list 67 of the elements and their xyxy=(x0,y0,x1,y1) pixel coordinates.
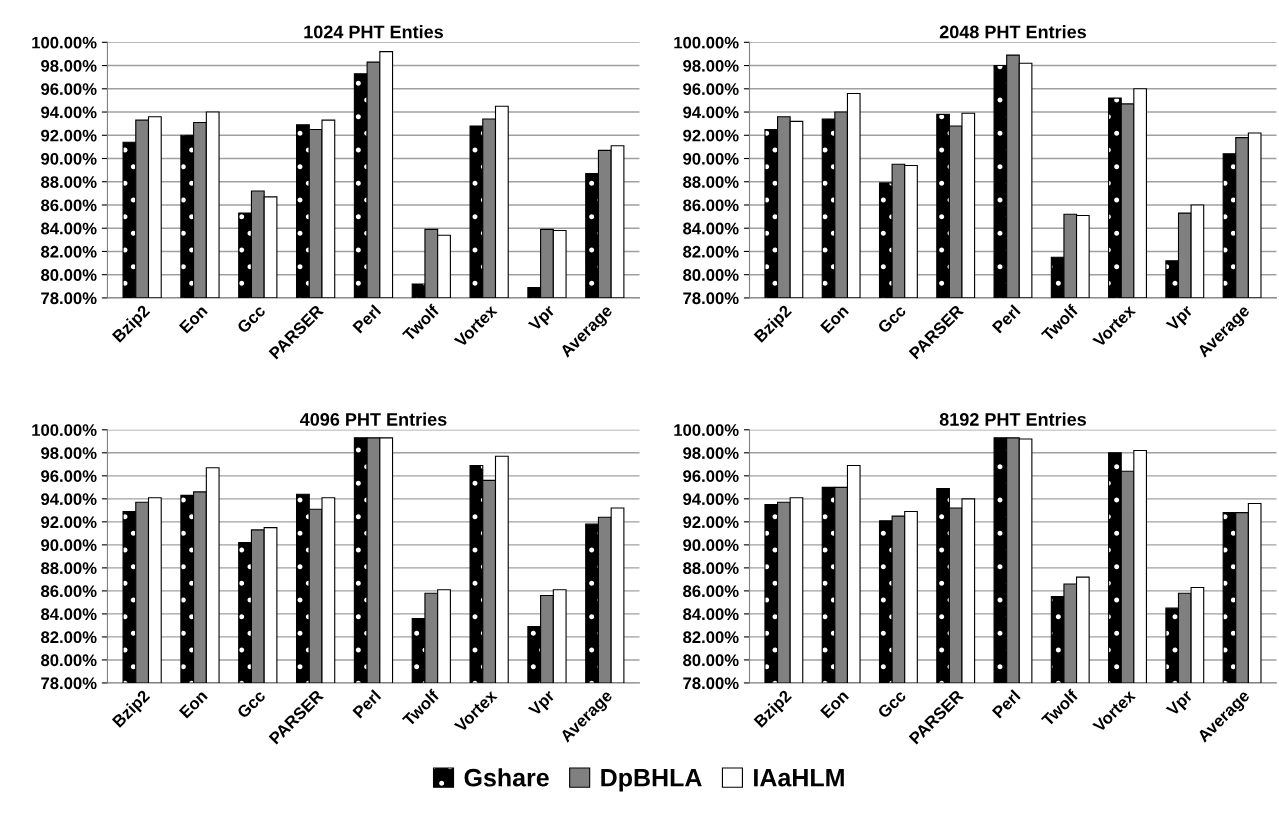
y-tick-label: 80.00% xyxy=(683,654,739,667)
y-tick-label: 84.00% xyxy=(683,222,739,235)
y-tick-label: 78.00% xyxy=(41,292,97,305)
y-tick-label: 94.00% xyxy=(683,106,739,119)
y-tick-label: 84.00% xyxy=(41,608,97,621)
x-tick-label: Eon xyxy=(820,304,850,334)
y-tick-label: 80.00% xyxy=(41,654,97,667)
y-tick-label: 82.00% xyxy=(683,245,739,258)
y-tick-label: 98.00% xyxy=(41,447,97,460)
y-tick-label: 86.00% xyxy=(41,585,97,598)
y-tick-label: 82.00% xyxy=(41,631,97,644)
y-tick-label: 92.00% xyxy=(683,129,739,142)
chart-title: 1024 PHT Enties xyxy=(304,25,443,39)
y-tick-label: 96.00% xyxy=(683,470,739,483)
y-tick-label: 100.00% xyxy=(674,36,739,49)
y-tick-label: 92.00% xyxy=(41,129,97,142)
y-tick-label: 82.00% xyxy=(41,245,97,258)
y-tick-label: 78.00% xyxy=(683,677,739,690)
legend-label: Gshare xyxy=(464,768,549,787)
y-tick-label: 98.00% xyxy=(683,59,739,72)
y-tick-label: 88.00% xyxy=(683,176,739,188)
y-tick-label: 86.00% xyxy=(683,199,739,212)
y-tick-label: 80.00% xyxy=(683,269,739,281)
y-tick-label: 96.00% xyxy=(41,470,97,483)
y-tick-label: 96.00% xyxy=(41,83,97,95)
y-tick-label: 92.00% xyxy=(683,516,739,529)
x-tick-label: Vpr xyxy=(527,689,558,720)
x-tick-label: Eon xyxy=(178,689,208,719)
y-tick-label: 78.00% xyxy=(683,292,739,305)
y-tick-label: 86.00% xyxy=(683,585,739,598)
y-tick-label: 98.00% xyxy=(683,447,739,460)
chart-title: 2048 PHT Entries xyxy=(939,25,1086,39)
y-tick-label: 100.00% xyxy=(674,424,739,436)
x-tick-label: Gcc xyxy=(236,304,267,334)
y-tick-label: 94.00% xyxy=(41,493,97,506)
y-tick-label: 90.00% xyxy=(683,539,739,552)
x-tick-label: Vpr xyxy=(527,304,558,335)
y-tick-label: 92.00% xyxy=(41,516,97,529)
y-tick-label: 78.00% xyxy=(41,677,97,690)
y-tick-label: 100.00% xyxy=(32,36,97,49)
y-tick-label: 96.00% xyxy=(683,83,739,95)
y-tick-label: 86.00% xyxy=(41,199,97,212)
x-tick-label: Eon xyxy=(820,689,850,719)
y-tick-label: 80.00% xyxy=(41,269,97,281)
y-tick-label: 90.00% xyxy=(41,539,97,552)
y-tick-label: 90.00% xyxy=(683,152,739,165)
y-tick-label: 90.00% xyxy=(41,152,97,165)
y-tick-label: 88.00% xyxy=(41,562,97,575)
chart-title: 4096 PHT Entries xyxy=(299,412,447,426)
x-tick-label: Gcc xyxy=(876,689,907,719)
y-tick-label: 88.00% xyxy=(41,176,97,188)
x-tick-label: Eon xyxy=(178,304,208,334)
x-tick-label: Vpr xyxy=(1165,304,1196,335)
x-tick-label: Gcc xyxy=(236,689,267,719)
x-tick-label: Vpr xyxy=(1165,689,1196,720)
y-tick-label: 88.00% xyxy=(683,562,739,575)
chart-title: 8192 PHT Entries xyxy=(939,412,1086,426)
y-tick-label: 82.00% xyxy=(683,631,739,644)
x-tick-label: Gcc xyxy=(876,304,907,334)
legend-label: IAaHLM xyxy=(754,769,844,787)
y-tick-label: 94.00% xyxy=(41,106,97,119)
y-tick-label: 100.00% xyxy=(32,424,97,436)
y-tick-label: 98.00% xyxy=(41,59,97,72)
y-tick-label: 94.00% xyxy=(683,493,739,506)
legend-label: DpBHLA xyxy=(601,769,702,792)
y-tick-label: 84.00% xyxy=(41,222,97,235)
y-tick-label: 84.00% xyxy=(683,608,739,621)
